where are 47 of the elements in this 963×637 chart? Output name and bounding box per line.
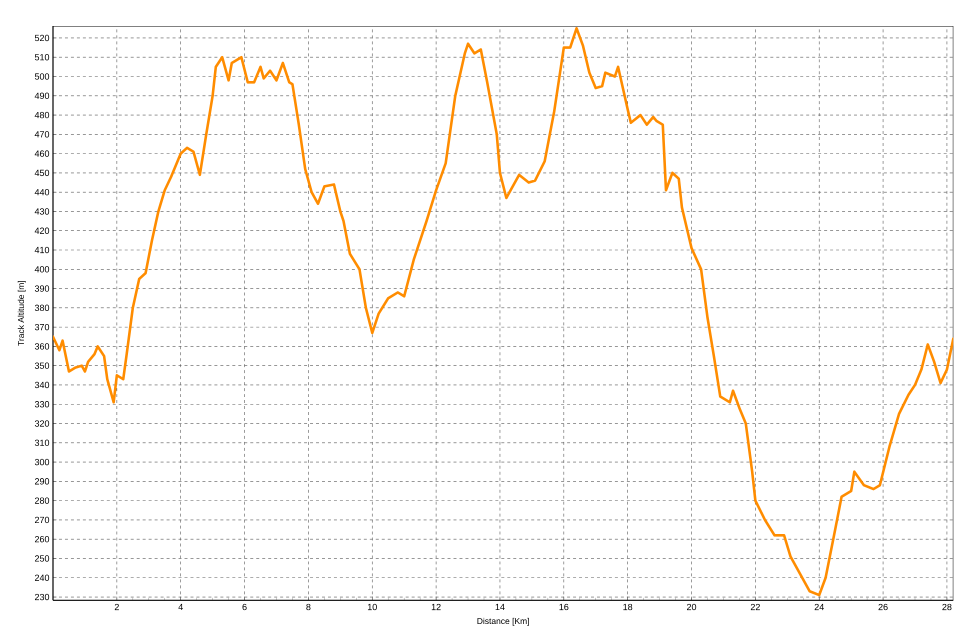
x-tick-label: 28 <box>942 604 952 610</box>
y-tick-label: 320 <box>34 420 50 427</box>
x-tick-label: 18 <box>623 604 632 610</box>
y-tick-label: 470 <box>34 131 50 138</box>
y-tick-label: 410 <box>34 246 50 254</box>
y-axis-title: Track Altitude [m] <box>18 280 26 346</box>
y-tick-label: 430 <box>34 208 50 215</box>
y-tick-label: 360 <box>34 343 50 350</box>
x-tick-label: 26 <box>878 604 888 610</box>
line-series <box>53 27 954 596</box>
y-tick-label: 420 <box>34 228 50 234</box>
y-tick-label: 300 <box>34 458 50 466</box>
x-tick-label: 4 <box>178 604 183 610</box>
x-tick-label: 8 <box>306 604 311 610</box>
x-tick-label: 16 <box>560 604 568 610</box>
x-axis-title: Distance [Km] <box>477 618 529 626</box>
y-tick-label: 450 <box>34 170 50 176</box>
x-tick-label: 10 <box>368 604 377 610</box>
y-tick-label: 280 <box>34 497 50 504</box>
x-tick-label: 2 <box>114 604 119 610</box>
x-tick-label: 24 <box>814 604 824 610</box>
y-tick-label: 310 <box>34 440 50 446</box>
y-tick-label: 290 <box>34 478 50 485</box>
y-tick-label: 250 <box>34 555 50 562</box>
y-tick-label: 380 <box>34 304 50 312</box>
y-tick-label: 520 <box>34 34 50 42</box>
y-tick-label: 440 <box>34 188 50 196</box>
y-tick-label: 270 <box>34 516 50 524</box>
y-tick-label: 510 <box>34 54 50 60</box>
y-tick-label: 400 <box>34 266 50 272</box>
y-tick-label: 480 <box>34 112 50 118</box>
y-tick-label: 330 <box>34 401 50 408</box>
y-tick-label: 490 <box>34 92 50 99</box>
y-tick-label: 390 <box>34 285 50 292</box>
y-tick-label: 340 <box>34 382 50 388</box>
x-tick-label: 12 <box>432 604 441 610</box>
x-tick-label: 22 <box>750 604 760 610</box>
y-tick-label: 230 <box>34 594 50 600</box>
y-tick-label: 370 <box>34 324 50 330</box>
x-tick-label: 6 <box>242 604 247 610</box>
y-tick-label: 260 <box>34 536 50 542</box>
y-tick-label: 500 <box>34 73 50 80</box>
y-tick-label: 350 <box>34 362 50 369</box>
x-tick-label: 20 <box>686 604 696 610</box>
x-tick-label: 14 <box>496 604 505 610</box>
y-tick-label: 460 <box>34 150 50 157</box>
y-tick-label: 240 <box>34 574 50 581</box>
